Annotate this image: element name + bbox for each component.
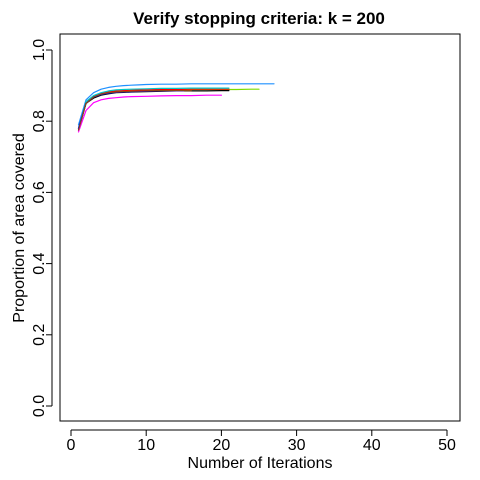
- x-tick-label: 50: [438, 437, 456, 454]
- y-axis: 0.0 0.2 0.4 0.6 0.8 1.0: [31, 39, 53, 417]
- plot-frame: [59, 33, 461, 422]
- x-axis: 0 10 20 30 40 50: [67, 429, 456, 454]
- y-tick-label: 0.8: [31, 110, 48, 132]
- series-line-4: [77, 87, 230, 129]
- y-tick-label: 0.6: [31, 181, 48, 203]
- chart-title: Verify stopping criteria: k = 200: [133, 9, 385, 28]
- series-line-7: [77, 94, 222, 133]
- series-line-1: [77, 83, 275, 126]
- series-line-3: [77, 88, 230, 129]
- y-tick-label: 1.0: [31, 39, 48, 61]
- series-layer: [77, 83, 275, 133]
- x-tick-label: 0: [67, 437, 76, 454]
- series-line-8: [77, 89, 192, 131]
- x-tick-label: 40: [363, 437, 381, 454]
- y-tick-label: 0.2: [31, 324, 48, 346]
- y-axis-label: Proportion of area covered: [11, 133, 28, 322]
- y-tick-label: 0.0: [31, 395, 48, 417]
- y-tick-label: 0.4: [31, 252, 48, 274]
- x-tick-label: 10: [137, 437, 155, 454]
- x-tick-label: 20: [213, 437, 231, 454]
- x-axis-label: Number of Iterations: [188, 455, 333, 472]
- x-tick-label: 30: [288, 437, 306, 454]
